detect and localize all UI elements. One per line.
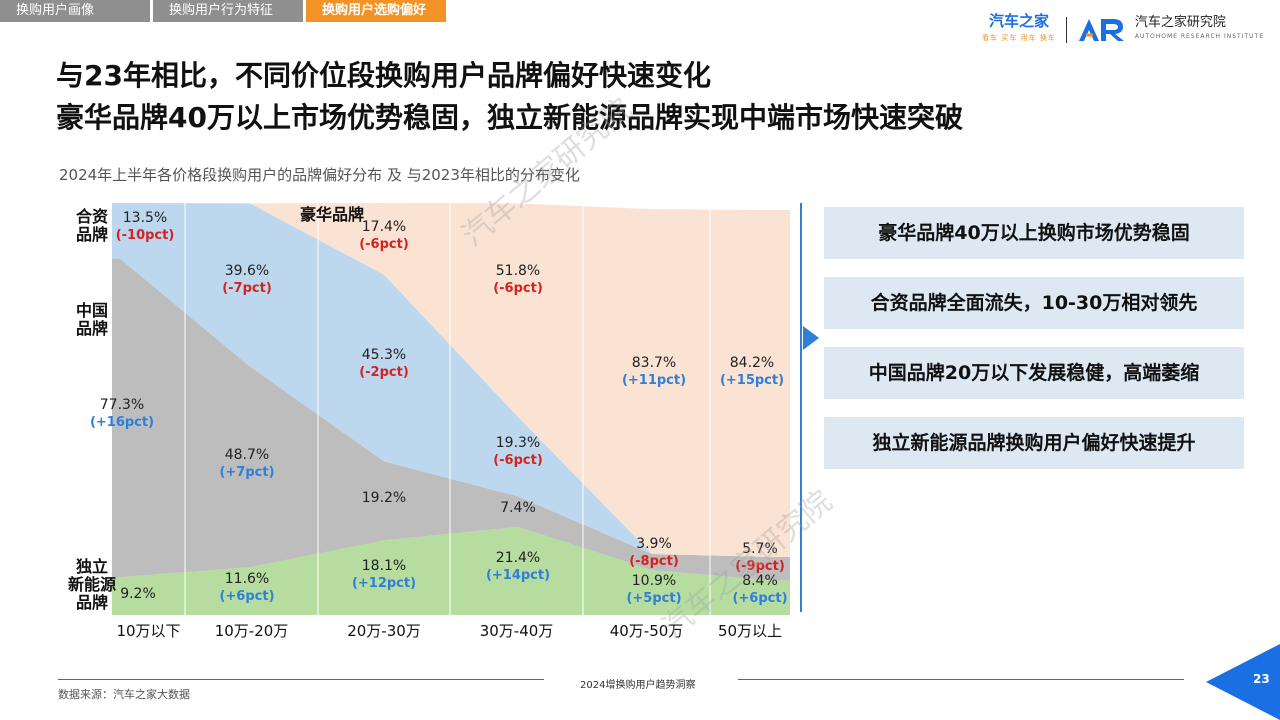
change-label: (+16pct) [90, 415, 154, 430]
x-tick-label: 10万以下 [116, 622, 180, 640]
data-label: 39.6% [225, 263, 269, 279]
x-tick-label: 50万以上 [718, 622, 782, 640]
change-label: (-7pct) [222, 281, 272, 296]
data-label: 11.6% [225, 571, 269, 587]
change-label: (+11pct) [622, 373, 686, 388]
data-label: 48.7% [225, 447, 269, 463]
data-label: 77.3% [100, 397, 144, 413]
data-label: 21.4% [496, 550, 540, 566]
change-label: (+6pct) [732, 591, 787, 606]
callout-arrow-icon [803, 326, 819, 350]
data-label: 8.4% [742, 573, 778, 589]
data-label: 19.2% [362, 490, 406, 506]
series-label: 新能源 [68, 575, 116, 594]
footer-line-right [738, 679, 1184, 680]
callout-joint-venture: 合资品牌全面流失，10-30万相对领先 [824, 277, 1244, 329]
page-title-line2: 豪华品牌40万以上市场优势稳固，独立新能源品牌实现中端市场快速突破 [56, 101, 963, 134]
series-label: 合资 [76, 207, 108, 226]
research-institute-name: 汽车之家研究院 [1134, 15, 1226, 30]
data-label: 51.8% [496, 263, 540, 279]
data-label: 84.2% [730, 355, 774, 371]
footer-line-left [58, 679, 544, 680]
ar-logo-icon [1078, 19, 1124, 41]
data-label: 17.4% [362, 219, 406, 235]
data-label: 18.1% [362, 558, 406, 574]
x-tick-label: 20万-30万 [347, 622, 421, 640]
logo-divider [1065, 17, 1067, 43]
area-3 [112, 203, 790, 557]
tab-user-behavior[interactable]: 换购用户行为特征 [153, 0, 303, 22]
area-2 [112, 258, 790, 581]
autohome-logo: 汽车之家 看车 买车 用车 换车 [982, 13, 1056, 47]
autohome-logo-slogan: 看车 买车 用车 换车 [982, 34, 1056, 42]
area-4 [112, 203, 790, 557]
x-tick-label: 40万-50万 [610, 622, 684, 640]
data-source: 数据来源：汽车之家大数据 [58, 688, 190, 701]
series-label: 独立 [76, 557, 108, 576]
change-label: (-6pct) [359, 237, 409, 252]
change-label: (-8pct) [629, 554, 679, 569]
tab-user-profile[interactable]: 换购用户画像 [0, 0, 150, 22]
series-label: 品牌 [76, 225, 108, 244]
area-1 [112, 526, 790, 615]
footer-report-title: 2024增换购用户趋势洞察 [580, 680, 696, 691]
callout-chinese-brand: 中国品牌20万以下发展稳健，高端萎缩 [824, 347, 1244, 399]
data-label: 83.7% [632, 355, 676, 371]
change-label: (-10pct) [116, 228, 175, 243]
autohome-logo-text: 汽车之家 [988, 12, 1049, 30]
series-label: 豪华品牌 [300, 205, 364, 224]
series-label: 品牌 [76, 319, 108, 338]
change-label: (+15pct) [720, 373, 784, 388]
callout-new-energy: 独立新能源品牌换购用户偏好快速提升 [824, 417, 1244, 469]
change-label: (-6pct) [493, 281, 543, 296]
tab-purchase-preference[interactable]: 换购用户选购偏好 [306, 0, 446, 22]
x-tick-label: 10万-20万 [215, 622, 289, 640]
change-label: (+5pct) [626, 591, 681, 606]
page-number: 23 [1253, 672, 1270, 686]
series-label: 中国 [76, 301, 108, 320]
data-label: 19.3% [496, 435, 540, 451]
data-label: 45.3% [362, 347, 406, 363]
top-nav-tabs: 换购用户画像 换购用户行为特征 换购用户选购偏好 [0, 0, 449, 22]
research-institute-logo: 汽车之家研究院 AUTOHOME RESEARCH INSTITUTE [1077, 16, 1264, 44]
series-label: 品牌 [76, 593, 108, 612]
change-label: (-6pct) [493, 453, 543, 468]
change-label: (+7pct) [219, 465, 274, 480]
change-label: (+6pct) [219, 589, 274, 604]
page-number-badge [1206, 644, 1280, 720]
logo-area: 汽车之家 看车 买车 用车 换车 汽车之家研究院 AUTOHOME RESEAR… [982, 12, 1264, 48]
change-label: (+14pct) [486, 568, 550, 583]
change-label: (-2pct) [359, 365, 409, 380]
research-institute-en: AUTOHOME RESEARCH INSTITUTE [1134, 33, 1264, 40]
change-label: (+12pct) [352, 576, 416, 591]
page-title-line1: 与23年相比，不同价位段换购用户品牌偏好快速变化 [56, 59, 711, 92]
data-label: 7.4% [500, 500, 536, 516]
data-label: 5.7% [742, 541, 778, 557]
change-label: (-9pct) [735, 559, 785, 574]
callout-luxury: 豪华品牌40万以上换购市场优势稳固 [824, 207, 1244, 259]
data-label: 9.2% [120, 586, 156, 602]
chart-title: 2024年上半年各价格段换购用户的品牌偏好分布 及 与2023年相比的分布变化 [59, 166, 580, 184]
data-label: 10.9% [632, 573, 676, 589]
data-label: 3.9% [636, 536, 672, 552]
x-tick-label: 30万-40万 [480, 622, 554, 640]
data-label: 13.5% [123, 210, 167, 226]
